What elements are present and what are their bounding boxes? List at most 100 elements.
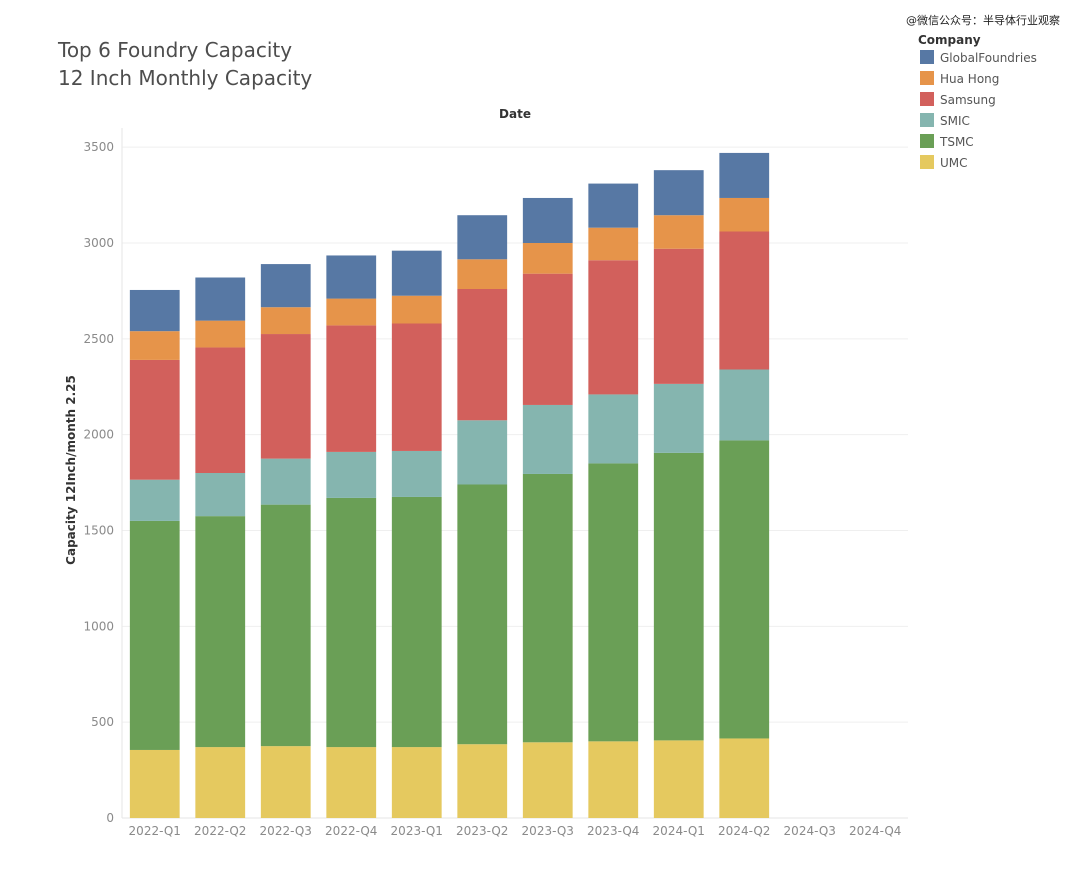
- bar-segment-samsung-2023-q3: [522, 273, 573, 405]
- bars: [129, 152, 770, 819]
- bar-segment-globalfoundries-2024-q2: [719, 152, 770, 198]
- legend-label-samsung: Samsung: [940, 93, 996, 107]
- legend-title: Company: [918, 33, 981, 47]
- bar-segment-samsung-2022-q4: [326, 325, 377, 452]
- bar-segment-umc-2022-q4: [326, 747, 377, 818]
- bar-segment-samsung-2024-q1: [653, 248, 704, 384]
- bar-segment-smic-2023-q3: [522, 404, 573, 474]
- bar-segment-tsmc-2024-q2: [719, 440, 770, 739]
- x-tick-label: 2022-Q4: [325, 824, 377, 838]
- watermark-text: @微信公众号：半导体行业观察: [906, 13, 1060, 27]
- legend-label-smic: SMIC: [940, 114, 970, 128]
- legend-swatch-smic: [920, 113, 934, 127]
- x-tick-label: 2024-Q3: [784, 824, 836, 838]
- x-tick-label: 2022-Q3: [260, 824, 312, 838]
- bar-segment-globalfoundries-2024-q1: [653, 170, 704, 216]
- bar-segment-umc-2023-q3: [522, 742, 573, 818]
- y-tick-label: 1500: [83, 524, 114, 538]
- bar-segment-globalfoundries-2022-q4: [326, 255, 377, 299]
- gridlines: [121, 128, 908, 819]
- bar-segment-hua-hong-2022-q1: [129, 331, 180, 360]
- bar-segment-globalfoundries-2023-q2: [457, 215, 508, 260]
- y-axis-title: Capacity 12Inch/month 2.25: [64, 375, 78, 565]
- bar-segment-umc-2023-q4: [588, 741, 639, 818]
- bar-segment-umc-2022-q2: [195, 747, 246, 818]
- bar-segment-samsung-2022-q1: [129, 359, 180, 480]
- bar-segment-samsung-2023-q1: [391, 323, 442, 451]
- legend-swatch-globalfoundries: [920, 50, 934, 64]
- bar-segment-samsung-2023-q4: [588, 260, 639, 395]
- bar-segment-tsmc-2023-q2: [457, 484, 508, 745]
- y-tick-label: 500: [91, 715, 114, 729]
- bar-segment-umc-2024-q1: [653, 740, 704, 819]
- legend-label-tsmc: TSMC: [939, 135, 974, 149]
- bar-segment-smic-2022-q4: [326, 451, 377, 498]
- chart-title-line-2: 12 Inch Monthly Capacity: [58, 66, 312, 90]
- bar-segment-samsung-2022-q3: [260, 334, 311, 459]
- y-tick-label: 3000: [83, 236, 114, 250]
- bar-segment-hua-hong-2022-q4: [326, 298, 377, 326]
- y-tick-label: 1000: [83, 619, 114, 633]
- bar-segment-hua-hong-2024-q1: [653, 215, 704, 249]
- bar-segment-smic-2023-q4: [588, 394, 639, 464]
- bar-segment-hua-hong-2023-q4: [588, 227, 639, 261]
- bar-segment-globalfoundries-2022-q1: [129, 289, 180, 332]
- legend-label-globalfoundries: GlobalFoundries: [940, 51, 1037, 65]
- y-tick-label: 3500: [83, 140, 114, 154]
- bar-segment-samsung-2023-q2: [457, 289, 508, 421]
- bar-segment-hua-hong-2022-q3: [260, 307, 311, 335]
- x-axis-ticks: 2022-Q1 2022-Q2 2022-Q3 2022-Q4 2023-Q1 2023-…: [129, 824, 902, 838]
- bar-segment-tsmc-2022-q1: [129, 520, 180, 750]
- bar-segment-globalfoundries-2022-q3: [260, 264, 311, 308]
- y-tick-label: 2000: [83, 428, 114, 442]
- bar-segment-hua-hong-2024-q2: [719, 197, 770, 232]
- bar-segment-samsung-2024-q2: [719, 231, 770, 370]
- legend-label-hua-hong: Hua Hong: [940, 72, 999, 86]
- bar-segment-umc-2022-q1: [129, 749, 180, 818]
- bar-segment-umc-2023-q1: [391, 747, 442, 818]
- bar-segment-hua-hong-2023-q2: [457, 259, 508, 289]
- bar-segment-globalfoundries-2023-q3: [522, 197, 573, 243]
- bar-segment-smic-2024-q1: [653, 383, 704, 453]
- x-tick-label: 2024-Q4: [849, 824, 901, 838]
- bar-segment-smic-2024-q2: [719, 369, 770, 441]
- bar-segment-tsmc-2024-q1: [653, 452, 704, 741]
- x-tick-label: 2022-Q1: [129, 824, 181, 838]
- legend-swatch-tsmc: [920, 134, 934, 148]
- bar-segment-hua-hong-2023-q3: [522, 243, 573, 274]
- bar-segment-smic-2022-q1: [129, 479, 180, 521]
- x-tick-label: 2023-Q3: [522, 824, 574, 838]
- bar-segment-tsmc-2023-q1: [391, 496, 442, 748]
- chart-title-line-1: Top 6 Foundry Capacity: [57, 38, 292, 62]
- x-tick-label: 2023-Q1: [391, 824, 443, 838]
- legend-label-umc: UMC: [940, 156, 968, 170]
- bar-segment-smic-2022-q3: [260, 458, 311, 505]
- bar-segment-umc-2022-q3: [260, 746, 311, 819]
- bar-segment-tsmc-2022-q4: [326, 497, 377, 748]
- bar-segment-globalfoundries-2023-q1: [391, 250, 442, 296]
- legend: Company GlobalFoundries Hua Hong Samsung SM…: [918, 33, 1037, 170]
- bar-segment-hua-hong-2023-q1: [391, 295, 442, 324]
- x-axis-title: Date: [499, 107, 531, 121]
- x-tick-label: 2024-Q2: [718, 824, 770, 838]
- bar-segment-globalfoundries-2022-q2: [195, 277, 246, 321]
- legend-swatch-samsung: [920, 92, 934, 106]
- y-tick-label: 2500: [83, 332, 114, 346]
- bar-segment-smic-2023-q2: [457, 420, 508, 485]
- bar-segment-smic-2023-q1: [391, 450, 442, 497]
- bar-segment-smic-2022-q2: [195, 473, 246, 517]
- bar-segment-tsmc-2023-q3: [522, 473, 573, 743]
- bar-segment-hua-hong-2022-q2: [195, 320, 246, 348]
- x-tick-label: 2023-Q2: [456, 824, 508, 838]
- bar-segment-tsmc-2022-q3: [260, 504, 311, 747]
- legend-swatch-umc: [920, 155, 934, 169]
- bar-segment-umc-2023-q2: [457, 744, 508, 818]
- bar-segment-umc-2024-q2: [719, 738, 770, 818]
- bar-segment-tsmc-2022-q2: [195, 516, 246, 748]
- y-tick-label: 0: [106, 811, 114, 825]
- bar-segment-tsmc-2023-q4: [588, 463, 639, 742]
- x-tick-label: 2022-Q2: [194, 824, 246, 838]
- chart-title: Top 6 Foundry Capacity 12 Inch Monthly C…: [57, 38, 312, 90]
- y-axis-ticks: 0 500 1000 1500 2000 2500 3000 3500: [83, 140, 114, 825]
